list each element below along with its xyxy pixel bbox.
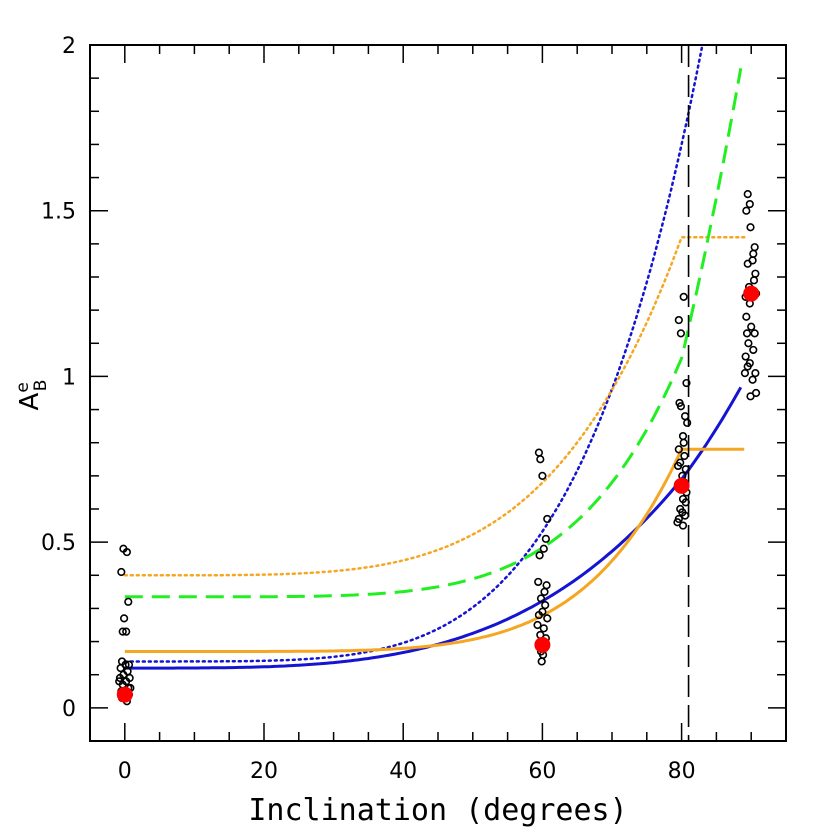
data-point <box>536 455 545 464</box>
axis-ticks: 0 20 40 60 80 0 0.5 1 1.5 2 <box>41 34 786 784</box>
blue-solid-curve <box>124 386 743 670</box>
data-point <box>534 577 543 587</box>
data-point <box>674 461 683 471</box>
data-point <box>680 511 690 520</box>
data-point <box>680 451 689 461</box>
green-dashed-curve <box>124 68 743 599</box>
mean-point <box>673 477 690 494</box>
data-point <box>751 369 760 378</box>
y-tick-label: 0 <box>62 697 76 722</box>
orange-solid-curve <box>124 447 745 653</box>
x-tick-label: 80 <box>668 759 696 784</box>
data-point <box>678 431 688 441</box>
data-point <box>742 312 751 321</box>
data-point <box>539 624 548 633</box>
data-point <box>533 620 542 630</box>
y-tick-label: 1 <box>62 365 76 390</box>
data-point <box>536 594 546 603</box>
data-point <box>681 498 690 507</box>
data-point <box>744 339 753 348</box>
data-point <box>674 445 683 454</box>
data-point <box>746 223 755 232</box>
data-point <box>541 534 550 543</box>
x-tick-label: 40 <box>389 759 417 784</box>
mean-point <box>116 686 133 703</box>
data-point <box>676 329 686 338</box>
data-point <box>678 521 688 530</box>
data-point <box>740 369 750 378</box>
data-point <box>674 315 683 325</box>
x-tick-label: 60 <box>528 759 556 784</box>
data-point <box>124 597 133 606</box>
data-point <box>542 581 551 590</box>
data-point <box>751 269 760 278</box>
data-point <box>745 199 754 209</box>
scatter-points <box>115 190 761 706</box>
x-axis-title: Inclination (degrees) <box>248 793 627 828</box>
data-point <box>116 663 125 673</box>
data-point <box>742 329 752 338</box>
data-point <box>534 610 544 620</box>
data-point <box>539 544 548 553</box>
mean-point <box>534 636 551 653</box>
data-point <box>743 190 752 199</box>
y-axis-title: AeB <box>13 380 51 411</box>
data-point <box>118 627 127 636</box>
y-tick-label: 0.5 <box>41 531 76 556</box>
data-point <box>743 362 752 371</box>
data-point <box>534 448 544 457</box>
data-point <box>537 657 546 666</box>
data-point <box>680 412 690 421</box>
data-point <box>543 614 552 623</box>
data-point <box>541 601 550 610</box>
data-point <box>682 378 691 388</box>
y-axis-title-sub: B <box>31 380 51 392</box>
data-point <box>681 465 690 474</box>
data-point <box>122 627 131 636</box>
model-curves <box>123 43 746 741</box>
data-point <box>743 259 752 268</box>
data-point <box>676 402 686 411</box>
data-point <box>535 551 544 560</box>
data-point <box>750 329 759 338</box>
data-point <box>115 677 124 686</box>
y-tick-label: 1.5 <box>41 200 76 225</box>
data-point <box>117 567 126 577</box>
data-point <box>683 418 692 427</box>
data-point <box>749 276 759 285</box>
data-point <box>679 438 688 447</box>
data-point <box>747 322 756 331</box>
data-point <box>749 345 758 355</box>
x-tick-label: 0 <box>118 759 132 784</box>
mean-point <box>743 285 760 302</box>
data-point <box>679 292 688 301</box>
mean-points <box>116 285 760 703</box>
data-point <box>115 673 125 683</box>
data-point <box>543 514 552 524</box>
data-point <box>540 587 549 596</box>
data-point <box>122 547 131 557</box>
data-point <box>538 471 547 480</box>
orange-dotted-curve <box>123 235 746 577</box>
data-point <box>120 614 129 623</box>
data-point <box>749 249 758 258</box>
blue-dotted-curve <box>123 43 704 663</box>
data-point <box>750 243 759 252</box>
data-point <box>742 206 751 215</box>
data-point <box>748 375 757 384</box>
data-point <box>741 352 750 361</box>
y-axis-title-sup: e <box>13 382 33 392</box>
y-tick-label: 2 <box>62 34 76 59</box>
data-point <box>746 392 755 401</box>
y-axis-title-main: A <box>15 392 45 410</box>
x-tick-label: 20 <box>250 759 278 784</box>
